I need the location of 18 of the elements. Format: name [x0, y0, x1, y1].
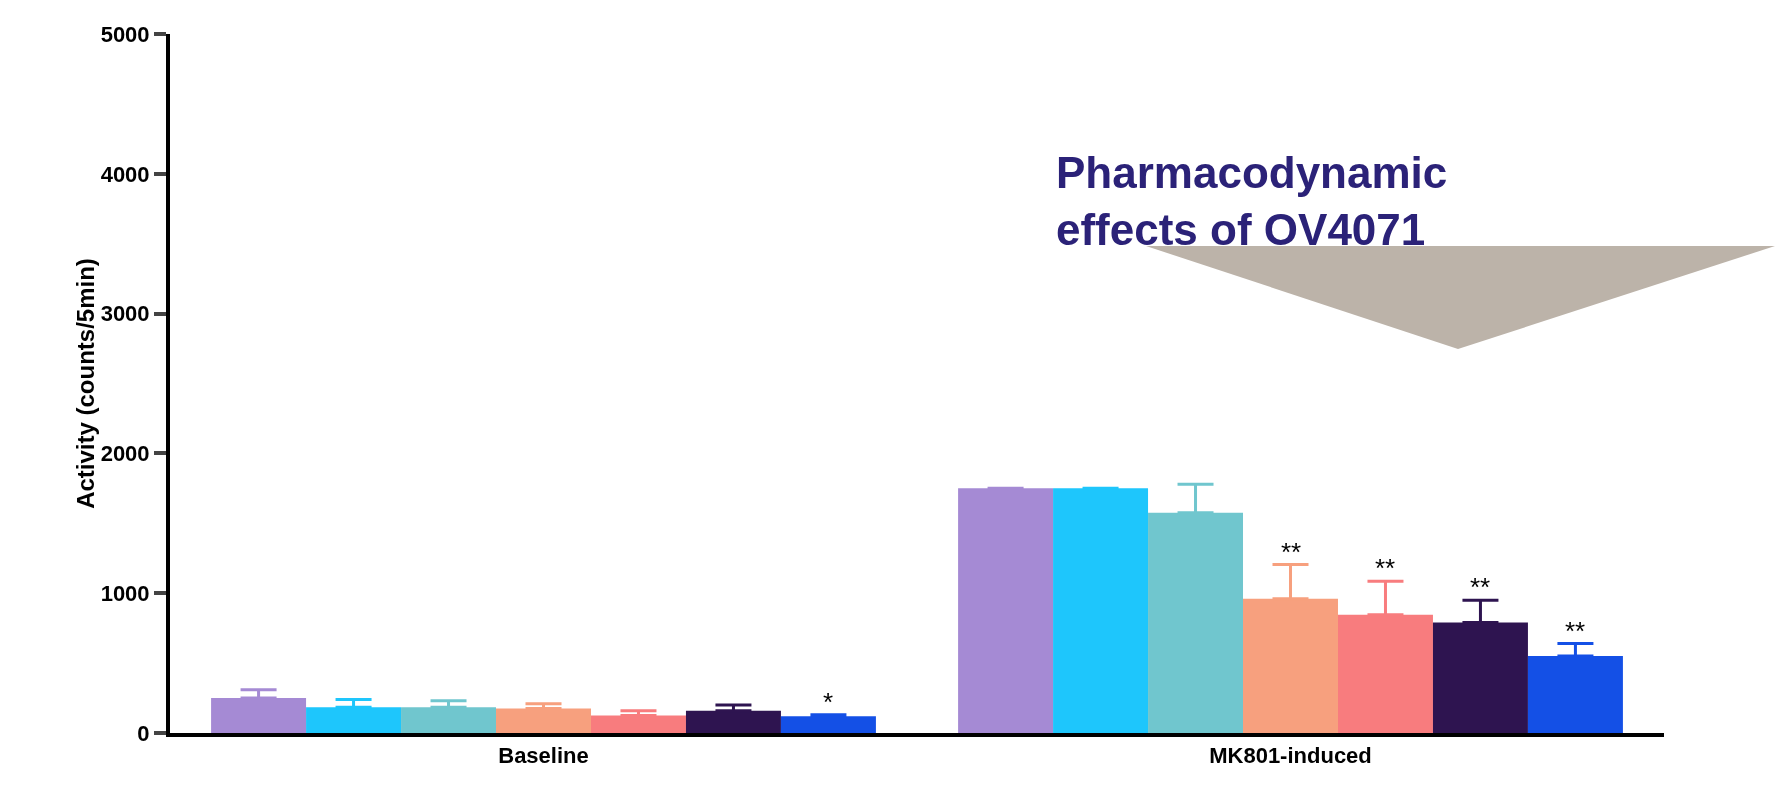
x-tick-label: MK801-induced — [1209, 743, 1372, 769]
y-tick-label: 1000 — [100, 580, 150, 606]
data-label: ** — [1565, 616, 1586, 646]
y-tick-label: 2000 — [100, 441, 150, 467]
y-tick-label: 3000 — [100, 301, 150, 327]
annotation: Pharmacodynamic effects of OV4071 — [1056, 148, 1448, 255]
data-label: * — [823, 687, 834, 717]
bar — [1053, 488, 1149, 733]
y-tick-label: 4000 — [100, 161, 150, 187]
bar — [780, 716, 876, 733]
x-tick-label: Baseline — [498, 743, 589, 769]
data-label: ** — [1281, 537, 1302, 567]
data-label: ** — [1375, 553, 1396, 583]
y-axis-title: Activity (counts/5min) — [71, 258, 99, 509]
bar — [958, 488, 1054, 733]
y-tick-label: 0 — [137, 720, 150, 746]
y-tick-label: 5000 — [100, 21, 150, 47]
data-label: ** — [1470, 572, 1491, 602]
